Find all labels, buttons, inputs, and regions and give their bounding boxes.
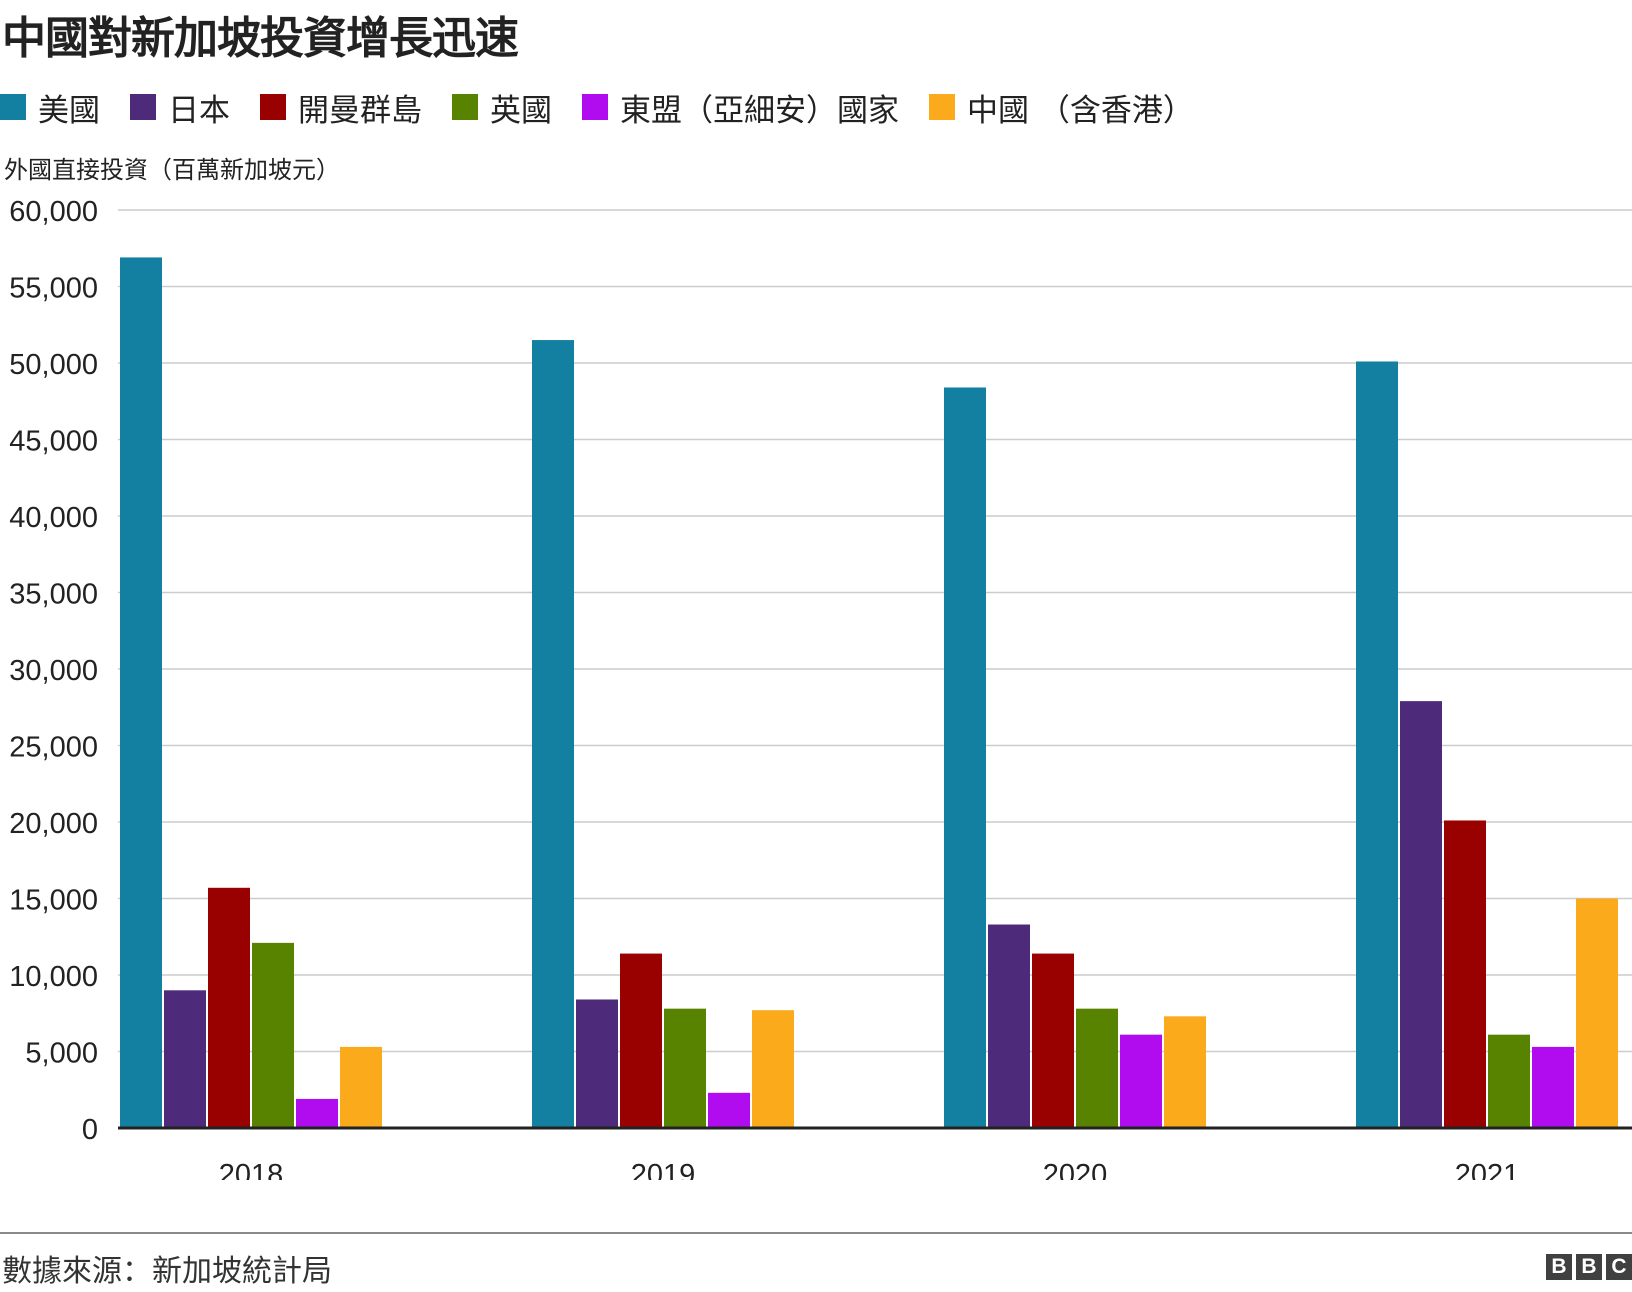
y-axis-label: 外國直接投資（百萬新加坡元） xyxy=(4,156,340,184)
bar-chart: 0 5,000 10,000 15,000 20,000 25,000 30,000 35,0… xyxy=(9,196,1632,1180)
legend-item-china: 中國 （含香港） xyxy=(929,85,1194,130)
bar xyxy=(988,924,1030,1128)
legend-swatch-asean xyxy=(582,94,608,120)
legend-label-china: 中國 （含香港） xyxy=(967,92,1194,129)
bar xyxy=(752,1010,794,1128)
bar xyxy=(1356,361,1398,1129)
bar xyxy=(1444,820,1486,1128)
logo-letter: B xyxy=(1546,1254,1572,1280)
x-tick-label: 2019 xyxy=(631,1159,696,1180)
bar xyxy=(1576,898,1618,1128)
legend-swatch-cayman xyxy=(260,94,286,120)
legend-swatch-usa xyxy=(0,94,26,120)
bar xyxy=(620,953,662,1128)
legend-item-cayman: 開曼群島 xyxy=(260,85,422,130)
bar xyxy=(532,340,574,1128)
legend-item-japan: 日本 xyxy=(130,85,230,130)
y-tick-label: 15,000 xyxy=(9,885,98,917)
logo-letter: B xyxy=(1576,1254,1602,1280)
legend-swatch-china xyxy=(929,94,955,120)
y-tick-label: 5,000 xyxy=(25,1038,98,1070)
chart-title: 中國對新加坡投資增長迅速 xyxy=(2,13,519,64)
y-tick-label: 40,000 xyxy=(9,502,98,534)
legend-item-uk: 英國 xyxy=(452,85,552,130)
y-tick-label: 55,000 xyxy=(9,273,98,305)
bar xyxy=(1032,953,1074,1128)
source-note: 數據來源：新加坡統計局 xyxy=(2,1254,332,1289)
bar xyxy=(340,1046,382,1128)
legend-label-cayman: 開曼群島 xyxy=(298,92,422,129)
bar xyxy=(1076,1008,1118,1128)
y-tick-label: 45,000 xyxy=(9,426,98,458)
bar xyxy=(1488,1034,1530,1128)
legend-swatch-japan xyxy=(130,94,156,120)
bar xyxy=(1400,701,1442,1128)
bar xyxy=(664,1008,706,1128)
y-tick-label: 10,000 xyxy=(9,961,98,993)
x-tick-label: 2018 xyxy=(219,1159,284,1180)
y-tick-label: 50,000 xyxy=(9,349,98,381)
legend-label-asean: 東盟（亞細安）國家 xyxy=(620,92,899,129)
bar xyxy=(252,942,294,1128)
y-tick-label: 35,000 xyxy=(9,579,98,611)
legend-label-japan: 日本 xyxy=(168,92,230,129)
legend: 美國 日本 開曼群島 英國 東盟（亞細安）國家 中國 （含香港） xyxy=(0,82,1224,132)
x-tick-label: 2020 xyxy=(1043,1159,1108,1180)
bar xyxy=(1164,1016,1206,1128)
bar xyxy=(120,257,162,1128)
logo-letter: C xyxy=(1606,1254,1632,1280)
bar xyxy=(708,1092,750,1128)
legend-label-uk: 英國 xyxy=(490,92,552,129)
bar xyxy=(944,387,986,1128)
y-tick-label: 20,000 xyxy=(9,808,98,840)
bar xyxy=(1532,1046,1574,1128)
footer-divider xyxy=(0,1232,1632,1234)
legend-item-asean: 東盟（亞細安）國家 xyxy=(582,85,899,130)
bbc-logo: B B C xyxy=(1542,1254,1632,1280)
y-tick-label: 30,000 xyxy=(9,655,98,687)
y-tick-label: 25,000 xyxy=(9,732,98,764)
bar xyxy=(208,887,250,1128)
bar xyxy=(576,999,618,1128)
y-tick-label: 0 xyxy=(82,1114,98,1146)
bar xyxy=(296,1098,338,1128)
y-tick-label: 60,000 xyxy=(9,196,98,228)
legend-item-usa: 美國 xyxy=(0,85,100,130)
legend-swatch-uk xyxy=(452,94,478,120)
x-tick-label: 2021 xyxy=(1455,1159,1520,1180)
bar xyxy=(164,990,206,1128)
legend-label-usa: 美國 xyxy=(38,92,100,129)
bar xyxy=(1120,1034,1162,1128)
